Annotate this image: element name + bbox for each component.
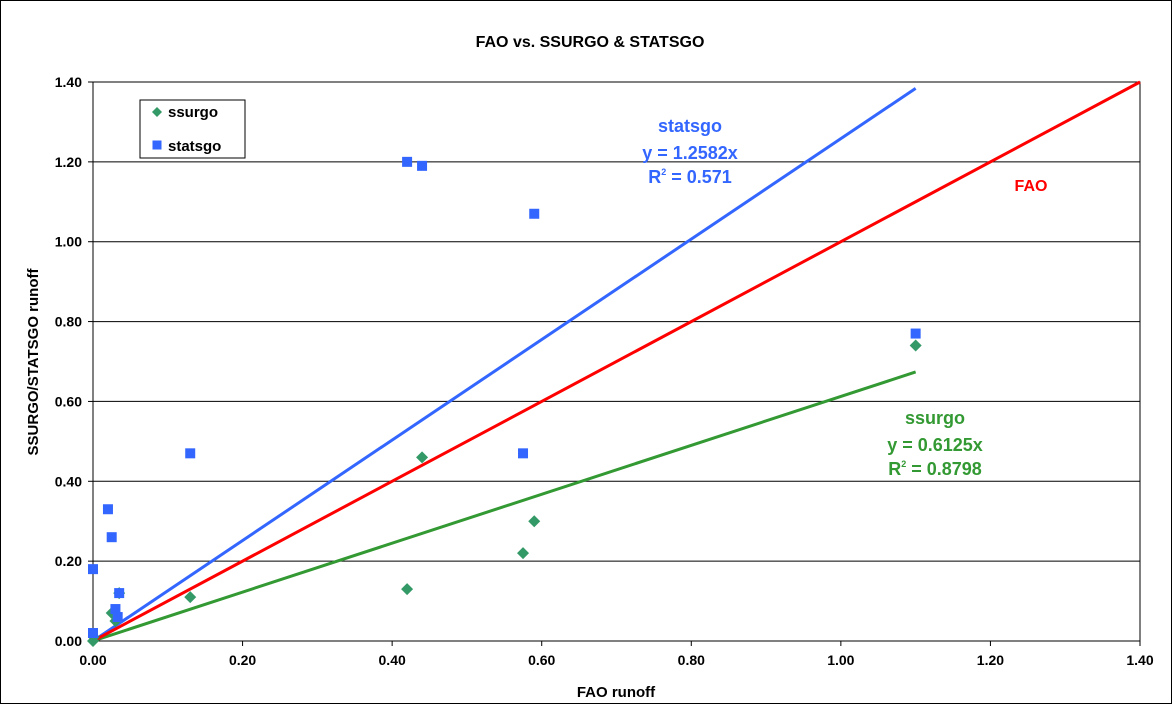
- ssurgo-equation: y = 0.6125x: [887, 435, 983, 455]
- x-tick-label: 0.20: [229, 652, 256, 668]
- point-statsgo-3: [106, 532, 117, 543]
- point-statsgo-0: [88, 564, 98, 575]
- point-statsgo-11: [529, 208, 540, 219]
- legend-label-ssurgo: ssurgo: [168, 104, 218, 121]
- x-tick-label: 0.00: [79, 652, 106, 668]
- x-tick-label: 1.20: [977, 652, 1004, 668]
- y-tick-label: 1.20: [55, 154, 82, 170]
- data-points: [87, 156, 922, 647]
- point-statsgo-7: [185, 448, 196, 459]
- y-tick-label: 1.00: [55, 234, 82, 250]
- point-statsgo-9: [417, 160, 428, 171]
- point-ssurgo-5: [184, 591, 197, 604]
- legend-ssurgo-diamond-icon: [152, 107, 162, 117]
- x-tick-label: 0.40: [379, 652, 406, 668]
- y-tick-label: 0.80: [55, 314, 82, 330]
- point-statsgo-2: [102, 504, 113, 515]
- y-tick-label: 0.40: [55, 473, 82, 489]
- ssurgo-annotation: ssurgo y = 0.6125x R2 = 0.8798: [887, 408, 983, 479]
- point-ssurgo-7: [416, 451, 429, 464]
- x-axis-ticks: 0.00 0.20 0.40 0.60 0.80 1.00 1.20 1.40: [79, 641, 1154, 668]
- statsgo-annotation-label: statsgo: [658, 116, 722, 136]
- y-tick-label: 0.60: [55, 393, 82, 409]
- x-axis-title: FAO runoff: [577, 684, 656, 701]
- trendline-ssurgo: [92, 370, 917, 643]
- ssurgo-r-squared: R2 = 0.8798: [888, 459, 982, 479]
- statsgo-annotation: statsgo y = 1.2582x R2 = 0.571: [642, 116, 738, 187]
- fao-line-label: FAO: [1015, 178, 1048, 195]
- y-tick-label: 1.40: [55, 74, 82, 90]
- point-statsgo-10: [518, 448, 529, 459]
- point-ssurgo-10: [909, 339, 922, 352]
- point-ssurgo-8: [517, 547, 530, 560]
- x-tick-label: 0.80: [678, 652, 705, 668]
- trendlines: [92, 80, 1141, 643]
- y-axis-ticks: 0.00 0.20 0.40 0.60 0.80 1.00 1.20 1.40: [55, 74, 93, 649]
- y-axis-title: SSURGO/STATSGO runoff: [25, 268, 42, 456]
- statsgo-r-squared: R2 = 0.571: [648, 167, 732, 187]
- ssurgo-annotation-label: ssurgo: [905, 408, 965, 428]
- point-statsgo-5: [112, 612, 123, 623]
- y-tick-label: 0.20: [55, 553, 82, 569]
- y-tick-label: 0.00: [55, 633, 82, 649]
- point-statsgo-6: [114, 588, 125, 599]
- legend-statsgo-square-icon: [152, 140, 162, 150]
- trendline-fao: [92, 80, 1141, 643]
- legend-label-statsgo: statsgo: [168, 138, 221, 155]
- point-ssurgo-9: [528, 515, 541, 528]
- point-statsgo-12: [910, 328, 921, 339]
- plot-area: [92, 81, 1141, 642]
- point-statsgo-4: [110, 604, 121, 615]
- x-tick-label: 1.40: [1126, 652, 1153, 668]
- statsgo-equation: y = 1.2582x: [642, 143, 738, 163]
- x-tick-label: 1.00: [827, 652, 854, 668]
- chart-title: FAO vs. SSURGO & STATSGO: [476, 34, 705, 51]
- point-statsgo-8: [402, 156, 413, 167]
- x-tick-label: 0.60: [528, 652, 555, 668]
- point-ssurgo-6: [401, 583, 414, 596]
- point-statsgo-1: [88, 628, 98, 639]
- legend: ssurgo statsgo: [139, 99, 246, 159]
- trendline-statsgo: [92, 87, 917, 643]
